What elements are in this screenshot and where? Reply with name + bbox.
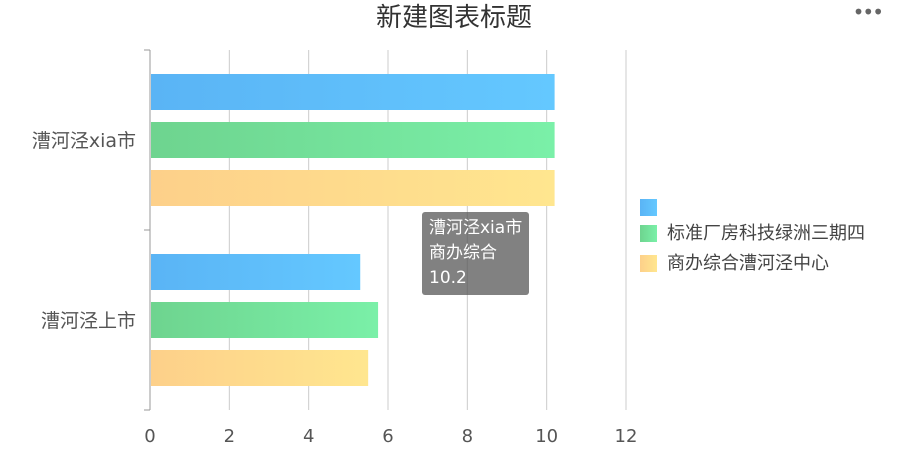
tooltip-value: 10.2 [429, 268, 467, 288]
x-tick-label-12: 12 [615, 426, 638, 447]
tooltip-series: 商办综合 [429, 243, 497, 263]
legend: 标准厂房科技绿洲三期四 商办综合漕河泾中心 [640, 196, 880, 282]
x-tick-label-8: 8 [462, 426, 473, 447]
x-tick-label-0: 0 [144, 426, 155, 447]
category-label-0: 漕河泾xia市 [32, 130, 136, 152]
legend-item-series-3[interactable]: 商办综合漕河泾中心 [640, 252, 880, 276]
bar-1-0 [151, 254, 361, 290]
legend-swatch-series-3 [640, 255, 657, 272]
legend-label-series-2: 标准厂房科技绿洲三期四 [667, 223, 865, 244]
x-tick-label-4: 4 [303, 426, 314, 447]
category-label-1: 漕河泾上市 [41, 310, 136, 332]
chart-title: 新建图表标题 [375, 3, 532, 33]
bar-0-2 [151, 170, 555, 206]
legend-swatch-series-1 [640, 199, 657, 216]
legend-label-series-3: 商办综合漕河泾中心 [667, 253, 829, 274]
legend-swatch-series-2 [640, 225, 657, 242]
bar-0-1 [151, 122, 555, 158]
bar-0-0 [151, 74, 555, 110]
bar-1-2 [151, 350, 369, 386]
x-tick-label-6: 6 [382, 426, 393, 447]
x-tick-label-2: 2 [224, 426, 235, 447]
bar-1-1 [151, 302, 379, 338]
x-tick-label-10: 10 [535, 426, 558, 447]
tooltip: 漕河泾xia市 商办综合 10.2 [422, 212, 530, 295]
legend-item-series-1[interactable] [640, 196, 880, 216]
legend-item-series-2[interactable]: 标准厂房科技绿洲三期四 [640, 222, 880, 246]
tooltip-category: 漕河泾xia市 [429, 218, 523, 238]
ellipsis-icon[interactable]: ••• [852, 0, 884, 24]
